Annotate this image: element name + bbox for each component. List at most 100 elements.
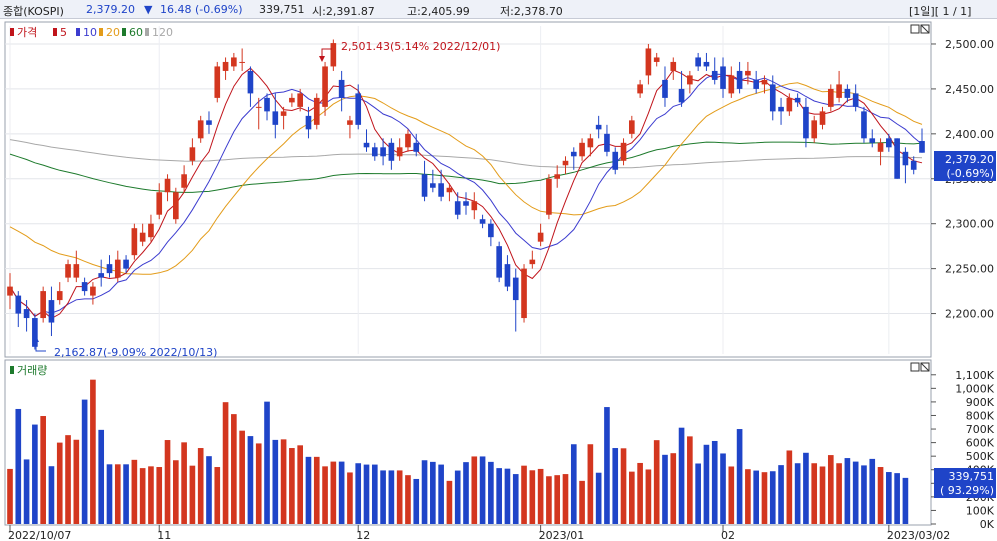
volume-bar <box>728 466 735 524</box>
volume-bar <box>479 456 486 524</box>
volume-bar <box>529 470 536 524</box>
volume-bar <box>15 408 22 524</box>
volume-bar <box>562 474 569 524</box>
candle-body <box>794 97 801 103</box>
candle-body <box>239 61 245 63</box>
candle-body <box>546 178 552 215</box>
volume-bar <box>803 452 809 524</box>
candle-body <box>81 282 88 292</box>
candle-body <box>56 291 63 301</box>
volume-bar <box>537 468 544 524</box>
candle-body <box>488 223 494 238</box>
candle-body <box>65 264 71 278</box>
candle-body <box>521 268 527 319</box>
candle-body <box>628 120 635 134</box>
volume-bar <box>877 467 884 524</box>
volume-bar <box>836 463 842 524</box>
volume-bar <box>98 429 105 524</box>
volume-bar <box>670 453 677 524</box>
candle-body <box>289 97 295 103</box>
period-selector[interactable]: [1일][ 1 / 1] <box>909 5 972 18</box>
candle-body <box>463 201 469 206</box>
candle-body <box>637 84 643 94</box>
volume-bar <box>73 439 80 524</box>
volume-bar <box>172 460 179 524</box>
candle-body <box>40 291 46 319</box>
volume-bar <box>844 458 851 524</box>
volume-tick-label: 600K <box>966 437 995 450</box>
volume-bar <box>363 464 370 524</box>
volume-bar <box>861 465 867 524</box>
candle-body <box>579 142 585 157</box>
volume-bar <box>396 470 403 524</box>
volume-bar <box>438 464 444 524</box>
volume-bar <box>272 439 279 524</box>
volume-bar <box>794 463 801 524</box>
volume-bar <box>496 468 502 524</box>
volume-bar <box>687 436 693 524</box>
candle-body <box>803 106 809 139</box>
price-tick-label: 2,400.00 <box>945 128 994 141</box>
price-tick-label: 2,500.00 <box>945 38 994 51</box>
price-tick-label: 2,250.00 <box>945 263 994 276</box>
candle-body <box>877 142 884 152</box>
info-bar: 종합(KOSPI) 2,379.20 ▼ 16.48 (-0.69%) 339,… <box>0 0 997 19</box>
price-tick-label: 2,200.00 <box>945 308 994 321</box>
volume-bar <box>778 465 784 524</box>
price-pane-buttons[interactable] <box>910 24 930 34</box>
volume-bar <box>206 456 212 524</box>
volume-bar <box>214 467 221 524</box>
volume-bar <box>371 464 378 524</box>
volume-bar <box>405 475 411 524</box>
volume-bar <box>720 453 726 524</box>
ma10-line <box>9 73 923 317</box>
candle-body <box>645 48 652 76</box>
volume-bar <box>264 401 270 524</box>
volume-pane-buttons[interactable] <box>910 362 930 372</box>
volume-bar <box>653 440 660 524</box>
grid-lines <box>5 26 931 354</box>
volume-bar <box>189 465 196 524</box>
volume-tick-label: 0K <box>980 518 995 531</box>
volume-bar <box>620 448 627 524</box>
candle-body <box>670 61 677 71</box>
candle-body <box>919 141 925 153</box>
candle-body <box>562 160 569 166</box>
candle-body <box>305 115 312 130</box>
volume-bar <box>106 464 113 524</box>
max-price-label: 2,501.43(5.14% 2022/12/01) <box>341 40 500 53</box>
candle-body <box>197 120 204 139</box>
candle-body <box>471 201 478 211</box>
candle-body <box>272 111 279 125</box>
open-value: 시:2,391.87 <box>312 5 375 18</box>
ma120-line <box>9 139 923 169</box>
price-tick-label: 2,450.00 <box>945 83 994 96</box>
volume-axis: 0K100K200K300K400K500K600K700K800K900K1,… <box>931 369 995 531</box>
candle-body <box>703 61 710 67</box>
date-tick-label: 11 <box>157 529 171 541</box>
candle-body <box>711 70 718 80</box>
volume-bar <box>628 471 635 524</box>
candle-body <box>139 232 146 242</box>
date-tick-label: 2023/03/02 <box>887 529 950 541</box>
candle-body <box>595 124 602 130</box>
volume-bar <box>554 475 561 524</box>
candle-body <box>280 111 287 116</box>
candle-body <box>172 192 179 220</box>
candle-body <box>811 120 818 139</box>
candle-body <box>23 309 30 319</box>
candle-body <box>106 264 113 274</box>
candle-body <box>886 138 892 148</box>
volume-bar <box>546 476 552 524</box>
legend-ma60: 60 <box>129 26 143 39</box>
candle-body <box>819 111 826 125</box>
volume-bar <box>902 477 909 524</box>
candle-body <box>761 79 768 85</box>
candle-body <box>662 79 668 98</box>
date-tick-label: 2022/10/07 <box>8 529 71 541</box>
volume-bar <box>471 456 478 524</box>
price-legend: 가격 5 10 20 60 120 <box>10 26 173 39</box>
date-tick-label: 2023/01 <box>539 529 585 541</box>
volume-bar <box>745 469 751 524</box>
volume-bar <box>338 461 345 524</box>
